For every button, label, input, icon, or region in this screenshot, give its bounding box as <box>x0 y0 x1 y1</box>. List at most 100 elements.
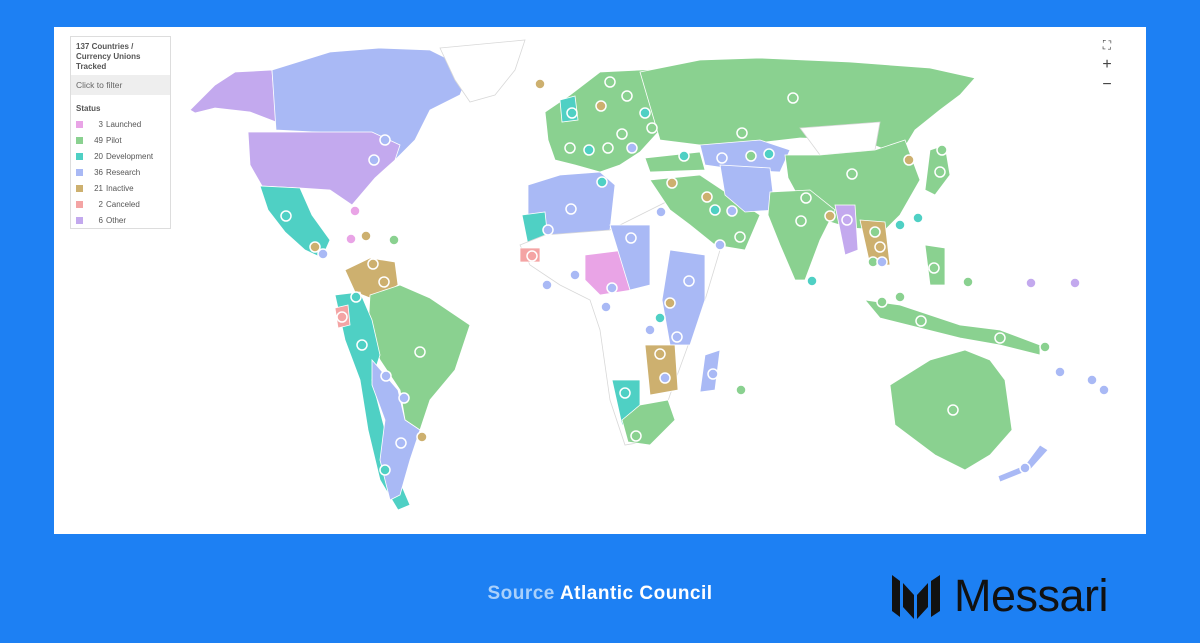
country-marker-inactive[interactable] <box>903 154 915 166</box>
legend-item-other[interactable]: 6 Other <box>71 212 170 228</box>
legend-item-inactive[interactable]: 21 Inactive <box>71 180 170 196</box>
country-marker-pilot[interactable] <box>894 291 906 303</box>
country-marker-pilot[interactable] <box>616 128 628 140</box>
country-marker-other[interactable] <box>1025 277 1037 289</box>
country-zambia-zim[interactable] <box>644 344 679 396</box>
country-marker-inactive[interactable] <box>824 210 836 222</box>
country-marker-development[interactable] <box>639 107 651 119</box>
country-marker-inactive[interactable] <box>309 241 321 253</box>
country-marker-development[interactable] <box>596 176 608 188</box>
country-marker-development[interactable] <box>280 210 292 222</box>
country-marker-launched[interactable] <box>345 233 357 245</box>
country-greenland[interactable] <box>439 39 526 103</box>
country-marker-pilot[interactable] <box>962 276 974 288</box>
country-marker-research[interactable] <box>644 324 656 336</box>
country-myanmar[interactable] <box>834 204 859 256</box>
country-marker-research[interactable] <box>625 232 637 244</box>
country-central-africa[interactable] <box>609 224 651 291</box>
country-marker-development[interactable] <box>763 148 775 160</box>
zoom-out-button[interactable]: − <box>1102 76 1112 93</box>
country-marker-research[interactable] <box>1054 366 1066 378</box>
country-se-asia[interactable] <box>859 219 891 266</box>
country-marker-development[interactable] <box>912 212 924 224</box>
country-marker-research[interactable] <box>1098 384 1110 396</box>
country-marker-development[interactable] <box>379 464 391 476</box>
country-marker-research[interactable] <box>655 206 667 218</box>
country-marker-pilot[interactable] <box>388 234 400 246</box>
country-marker-pilot[interactable] <box>915 315 927 327</box>
country-marker-pilot[interactable] <box>928 262 940 274</box>
country-marker-development[interactable] <box>350 291 362 303</box>
country-marker-inactive[interactable] <box>664 297 676 309</box>
country-marker-research[interactable] <box>683 275 695 287</box>
country-marker-pilot[interactable] <box>800 192 812 204</box>
country-marker-inactive[interactable] <box>367 258 379 270</box>
country-marker-development[interactable] <box>356 339 368 351</box>
country-marker-pilot[interactable] <box>869 226 881 238</box>
country-marker-research[interactable] <box>876 256 888 268</box>
legend-item-launched[interactable]: 3 Launched <box>71 116 170 132</box>
country-marker-research[interactable] <box>626 142 638 154</box>
country-marker-inactive[interactable] <box>416 431 428 443</box>
country-marker-research[interactable] <box>395 437 407 449</box>
legend-item-pilot[interactable]: 49 Pilot <box>71 132 170 148</box>
country-marker-pilot[interactable] <box>735 384 747 396</box>
country-marker-pilot[interactable] <box>934 166 946 178</box>
country-marker-development[interactable] <box>806 275 818 287</box>
country-marker-research[interactable] <box>569 269 581 281</box>
country-marker-development[interactable] <box>654 312 666 324</box>
country-marker-research[interactable] <box>541 279 553 291</box>
country-marker-pilot[interactable] <box>787 92 799 104</box>
country-marker-research[interactable] <box>707 368 719 380</box>
country-marker-development[interactable] <box>894 219 906 231</box>
country-marker-inactive[interactable] <box>534 78 546 90</box>
country-marker-other[interactable] <box>1069 277 1081 289</box>
country-marker-other[interactable] <box>841 214 853 226</box>
country-marker-research[interactable] <box>379 134 391 146</box>
country-india[interactable] <box>767 189 836 281</box>
country-marker-pilot[interactable] <box>745 150 757 162</box>
country-marker-pilot[interactable] <box>876 296 888 308</box>
country-iran[interactable] <box>719 164 776 213</box>
country-marker-pilot[interactable] <box>846 168 858 180</box>
country-russia[interactable] <box>639 57 976 156</box>
country-marker-canceled[interactable] <box>526 250 538 262</box>
country-east-africa[interactable] <box>661 249 706 346</box>
country-marker-research[interactable] <box>368 154 380 166</box>
country-marker-pilot[interactable] <box>734 231 746 243</box>
country-alaska[interactable] <box>189 69 277 123</box>
country-marker-research[interactable] <box>659 372 671 384</box>
country-marker-development[interactable] <box>619 387 631 399</box>
country-marker-pilot[interactable] <box>604 76 616 88</box>
zoom-in-button[interactable]: + <box>1102 56 1112 73</box>
country-marker-research[interactable] <box>606 282 618 294</box>
country-mongolia[interactable] <box>799 121 881 156</box>
legend-item-research[interactable]: 36 Research <box>71 164 170 180</box>
country-marker-research[interactable] <box>565 203 577 215</box>
country-kazakhstan[interactable] <box>699 139 791 173</box>
country-marker-research[interactable] <box>542 224 554 236</box>
country-marker-inactive[interactable] <box>360 230 372 242</box>
world-map[interactable] <box>54 27 1146 534</box>
country-marker-pilot[interactable] <box>602 142 614 154</box>
fullscreen-icon[interactable]: ⛶ <box>1102 38 1112 52</box>
country-marker-pilot[interactable] <box>621 90 633 102</box>
country-marker-research[interactable] <box>1086 374 1098 386</box>
country-marker-pilot[interactable] <box>646 122 658 134</box>
country-marker-research[interactable] <box>398 392 410 404</box>
country-indonesia[interactable] <box>864 299 1041 356</box>
country-marker-development[interactable] <box>709 204 721 216</box>
country-marker-development[interactable] <box>566 107 578 119</box>
country-marker-research[interactable] <box>716 152 728 164</box>
country-marker-pilot[interactable] <box>564 142 576 154</box>
country-marker-pilot[interactable] <box>947 404 959 416</box>
country-marker-inactive[interactable] <box>654 348 666 360</box>
country-marker-research[interactable] <box>380 370 392 382</box>
country-marker-research[interactable] <box>726 205 738 217</box>
country-marker-research[interactable] <box>671 331 683 343</box>
country-marker-canceled[interactable] <box>336 311 348 323</box>
country-marker-inactive[interactable] <box>874 241 886 253</box>
country-marker-pilot[interactable] <box>630 430 642 442</box>
country-marker-inactive[interactable] <box>378 276 390 288</box>
country-marker-pilot[interactable] <box>994 332 1006 344</box>
